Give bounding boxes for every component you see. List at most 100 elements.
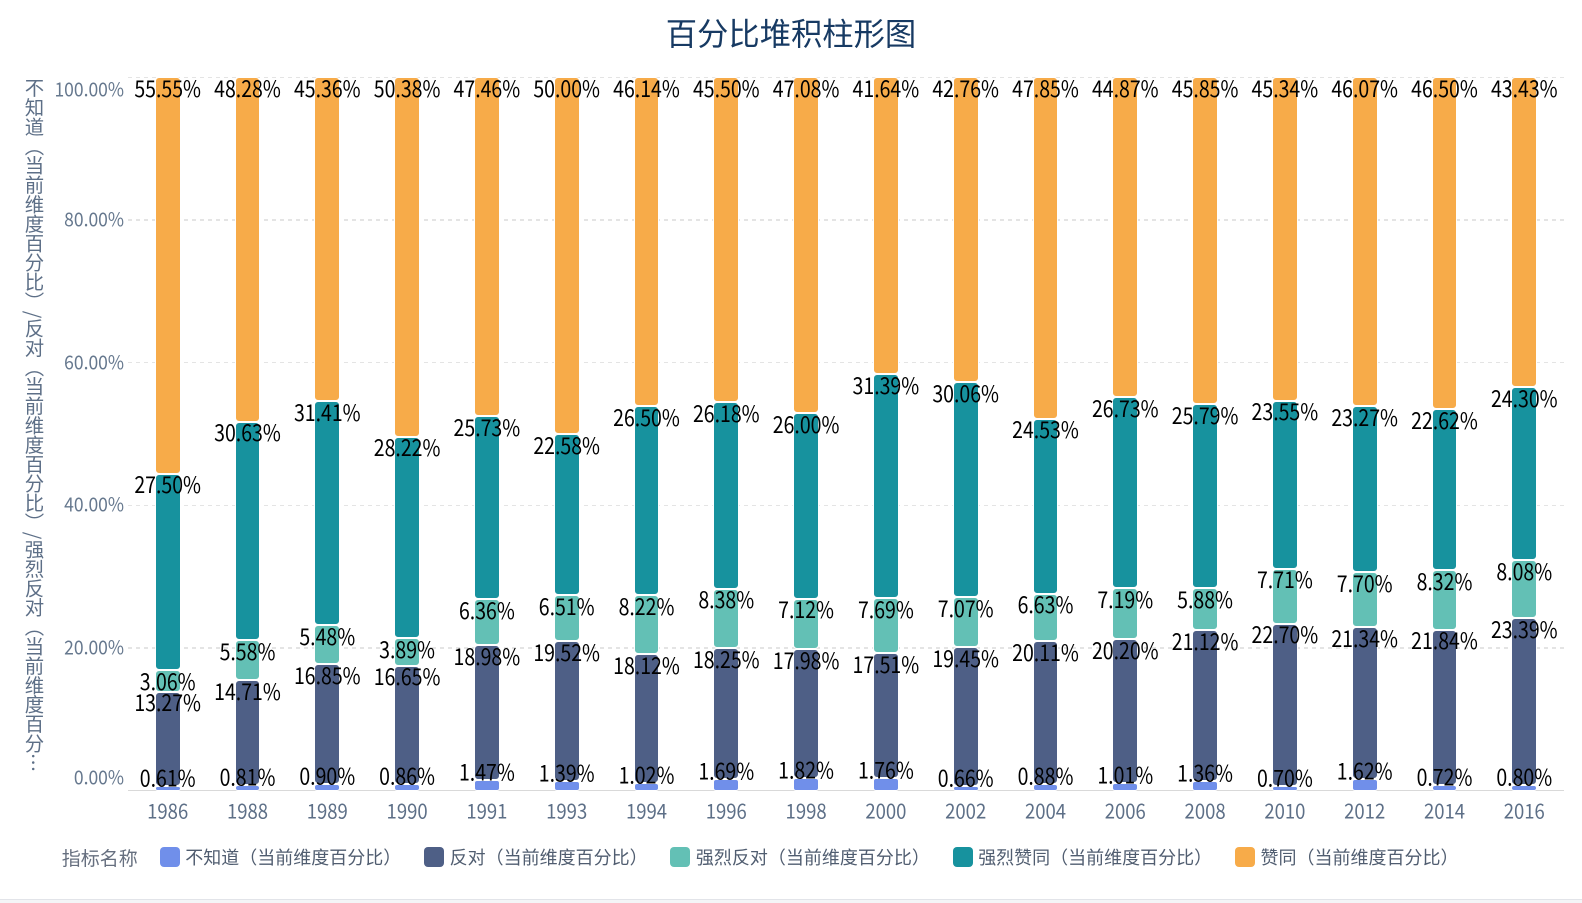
bar-segment[interactable] [474,415,500,600]
bar-segment[interactable] [713,77,740,402]
bar-segment[interactable] [1112,77,1139,398]
bar-segment[interactable] [952,382,979,597]
bar-segment[interactable] [1511,387,1538,561]
bar-segment[interactable] [1112,588,1139,640]
bar-segment[interactable] [394,665,420,785]
bar-segment[interactable] [1351,405,1378,572]
bar-value-label: 23.27% [1331,398,1399,433]
bar-segment[interactable] [474,780,500,791]
bar-value-label: 7.71% [1256,561,1313,596]
bar-segment[interactable] [1351,779,1378,791]
bar-segment[interactable] [952,77,979,383]
bar-segment[interactable] [234,640,261,680]
bar-segment[interactable] [1112,783,1139,791]
bar-segment[interactable] [1431,570,1458,630]
bar-segment[interactable] [1272,77,1298,401]
bar-segment[interactable] [314,624,341,664]
bar-segment[interactable] [154,77,181,474]
bar-segment[interactable] [474,644,500,781]
bar-segment[interactable] [1272,623,1298,786]
bar-segment[interactable] [154,669,181,692]
legend-item-4[interactable]: 赞同（当前维度百分比） [1234,844,1458,870]
bar-segment[interactable] [314,784,341,791]
bar-segment[interactable] [633,406,660,596]
bar-segment[interactable] [314,77,341,401]
bar-segment[interactable] [1431,77,1458,409]
bar-segment[interactable] [952,596,979,648]
bar-value-label: 24.30% [1490,379,1558,414]
bar-segment[interactable] [793,777,819,791]
bar-segment[interactable] [1511,618,1538,785]
bar-segment[interactable] [234,679,261,785]
bar-segment[interactable] [154,691,181,787]
y-gridline-100 [127,76,1565,78]
legend-item-1[interactable]: 反对（当前维度百分比） [424,844,648,870]
bar-segment[interactable] [713,401,740,589]
bar-segment[interactable] [553,77,580,434]
bar-segment[interactable] [1511,560,1538,619]
bar-segment[interactable] [793,77,819,414]
bar-segment[interactable] [1112,639,1139,784]
bar-segment[interactable] [1431,408,1458,571]
bar-segment[interactable] [873,77,899,375]
bar-segment[interactable] [234,784,261,791]
bar-segment[interactable] [1351,571,1378,627]
bar-segment[interactable] [713,588,740,649]
bar-segment[interactable] [793,649,819,778]
legend-item-3[interactable]: 强烈赞同（当前维度百分比） [952,844,1212,870]
bar-segment[interactable] [553,433,580,595]
bar-segment[interactable] [474,77,500,416]
bar-segment[interactable] [154,473,181,670]
bar-segment[interactable] [1272,400,1298,569]
bar-segment[interactable] [1511,784,1538,791]
bar-segment[interactable] [952,647,979,786]
legend-item-2[interactable]: 强烈反对（当前维度百分比） [670,844,930,870]
bar-segment[interactable] [154,786,181,791]
bar-segment[interactable] [713,648,740,779]
bar-segment[interactable] [873,374,899,599]
legend-item-0[interactable]: 不知道（当前维度百分比） [159,844,401,870]
bar-segment[interactable] [952,785,979,791]
bar-segment[interactable] [633,654,660,784]
bar-segment[interactable] [553,594,580,642]
bar-segment[interactable] [1511,77,1538,388]
bar-segment[interactable] [553,780,580,791]
bar-segment[interactable] [633,77,660,407]
bar-segment[interactable] [1032,593,1059,641]
bar-segment[interactable] [1032,77,1059,419]
bar-segment[interactable] [314,663,341,785]
bar-segment[interactable] [1192,588,1218,631]
bar-segment[interactable] [1272,568,1298,624]
bar-segment[interactable] [1272,785,1298,791]
bar-segment[interactable] [1351,626,1378,780]
bar-segment[interactable] [793,413,819,599]
bar-segment[interactable] [1032,640,1059,785]
bar-segment[interactable] [873,778,899,791]
bar-segment[interactable] [553,641,580,781]
bar-segment[interactable] [474,599,500,645]
bar-segment[interactable] [1192,404,1218,589]
bar-segment[interactable] [314,400,341,625]
bar-segment[interactable] [394,637,420,666]
bar-segment[interactable] [394,784,420,791]
bar-segment[interactable] [1431,629,1458,786]
bar-segment[interactable] [1192,630,1218,781]
bar-segment[interactable] [633,783,660,791]
bar-segment[interactable] [1351,77,1378,406]
bar-segment[interactable] [234,421,261,641]
bar-segment[interactable] [394,77,420,437]
bar-segment[interactable] [713,778,740,791]
bar-segment[interactable] [1192,77,1218,405]
bar-segment[interactable] [1032,418,1059,594]
bar-segment[interactable] [793,598,819,650]
bar-segment[interactable] [633,595,660,655]
bar-segment[interactable] [1192,780,1218,791]
bar-segment[interactable] [1431,785,1458,791]
bar-value-label: 48.28% [214,70,281,105]
bar-segment[interactable] [394,436,420,638]
bar-segment[interactable] [1112,397,1139,588]
bar-segment[interactable] [1032,784,1059,791]
bar-segment[interactable] [873,653,899,779]
bar-segment[interactable] [234,77,261,422]
bar-segment[interactable] [873,598,899,654]
